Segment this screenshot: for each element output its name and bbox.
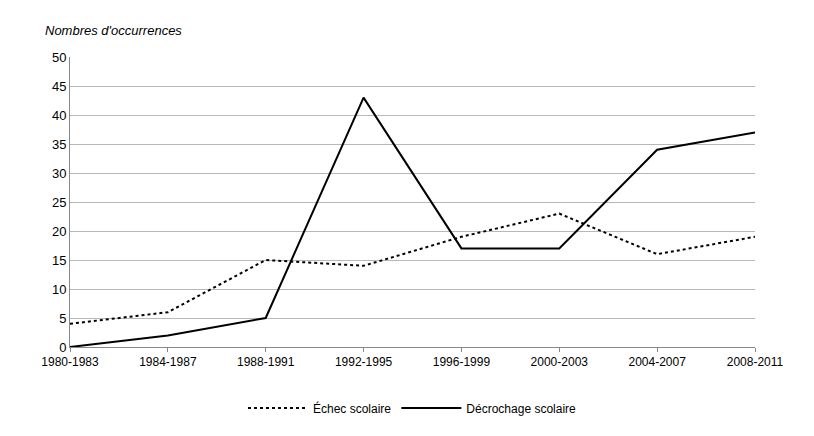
- svg-text:2000-2003: 2000-2003: [531, 355, 589, 369]
- svg-text:0: 0: [59, 340, 66, 355]
- svg-text:45: 45: [52, 79, 66, 94]
- svg-text:40: 40: [52, 108, 66, 123]
- svg-text:10: 10: [52, 282, 66, 297]
- svg-text:1996-1999: 1996-1999: [433, 355, 491, 369]
- svg-text:1988-1991: 1988-1991: [237, 355, 295, 369]
- svg-text:50: 50: [52, 50, 66, 65]
- svg-text:25: 25: [52, 195, 66, 210]
- svg-text:30: 30: [52, 166, 66, 181]
- svg-text:35: 35: [52, 137, 66, 152]
- svg-text:2008-2011: 2008-2011: [727, 355, 784, 369]
- svg-text:15: 15: [52, 253, 66, 268]
- svg-text:2004-2007: 2004-2007: [628, 355, 686, 369]
- svg-text:Nombres d'occurrences: Nombres d'occurrences: [45, 23, 182, 38]
- svg-text:Échec scolaire: Échec scolaire: [313, 401, 391, 416]
- svg-text:1992-1995: 1992-1995: [335, 355, 393, 369]
- svg-text:1984-1987: 1984-1987: [139, 355, 197, 369]
- svg-text:5: 5: [59, 311, 66, 326]
- svg-text:20: 20: [52, 224, 66, 239]
- svg-text:1980-1983: 1980-1983: [41, 355, 99, 369]
- svg-text:Décrochage scolaire: Décrochage scolaire: [466, 402, 576, 416]
